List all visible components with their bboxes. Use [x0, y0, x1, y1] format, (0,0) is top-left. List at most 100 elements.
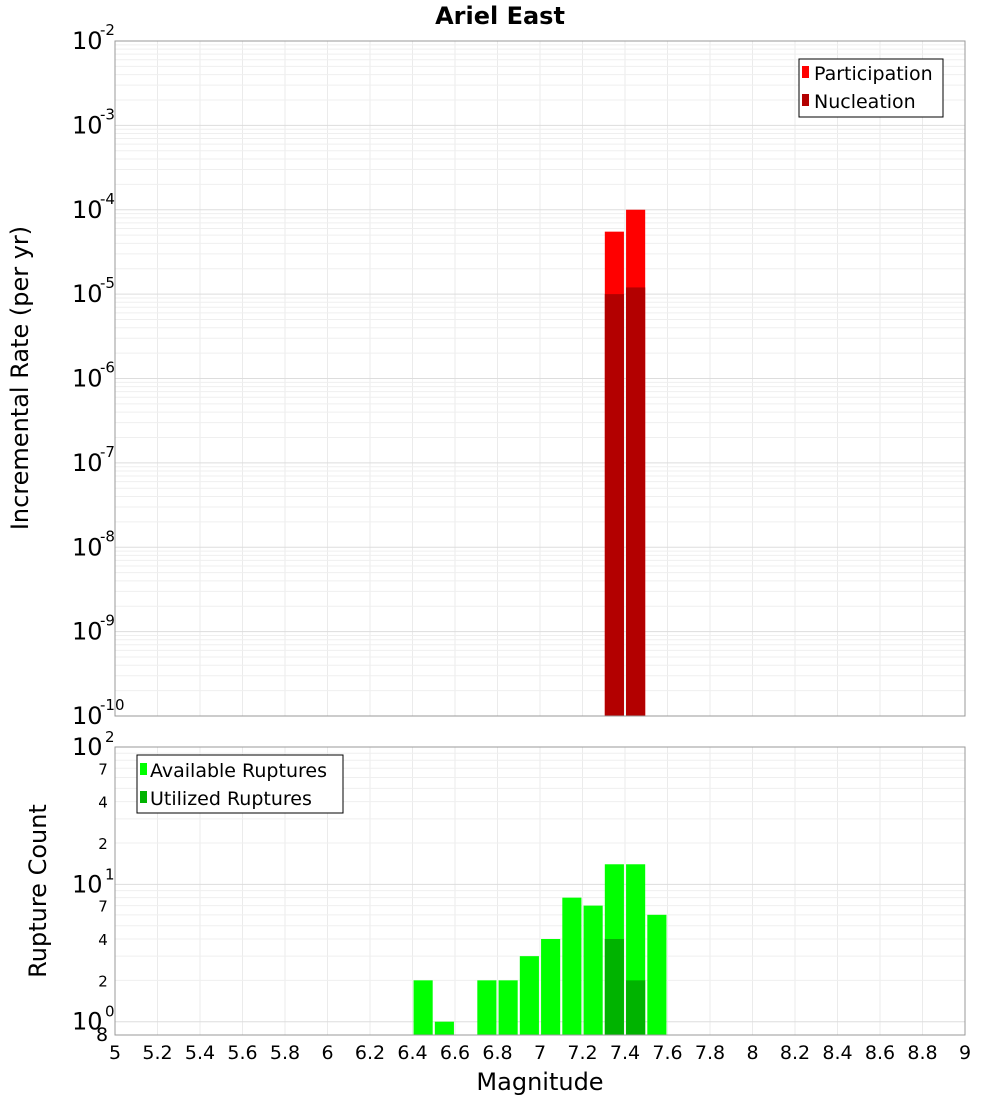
count-legend-box: [136, 754, 344, 814]
count-y-tick-base: 10: [72, 1008, 103, 1036]
rate-y-axis-label: Incremental Rate (per yr): [6, 226, 34, 530]
x-tick-label: 7.8: [695, 1042, 725, 1064]
rate-y-tick-base: 10: [72, 27, 103, 55]
rate-y-tick-base: 10: [72, 449, 103, 477]
rate-y-tick-label: 10-10: [72, 696, 125, 730]
x-tick-label: 6.2: [355, 1042, 385, 1064]
available-legend-swatch: [140, 763, 147, 775]
count-y-axis-label: Rupture Count: [24, 804, 52, 978]
rate-y-tick-base: 10: [72, 196, 103, 224]
x-ticks: 5 5.2 5.4 5.6 5.8 6 6.2 6.4 6.6 6.8 7 7.2 7.4 7.6 7.8 8…: [109, 1042, 971, 1064]
x-tick-label: 5.6: [227, 1042, 257, 1064]
x-tick-label: 6.8: [482, 1042, 512, 1064]
x-tick-label: 8.2: [780, 1042, 810, 1064]
rate-y-tick-exponent: -3: [100, 105, 115, 123]
x-tick-label: 8: [746, 1042, 758, 1064]
x-axis-label: Magnitude: [476, 1068, 603, 1096]
available-ruptures-bar: [434, 1021, 454, 1035]
rate-y-tick-base: 10: [72, 280, 103, 308]
rate-y-ticks: 10-210-310-410-510-610-710-810-910-10: [72, 21, 125, 730]
rate-y-tick-exponent: -2: [100, 21, 115, 39]
count-y-minor-tick-label: 7: [98, 898, 108, 916]
rate-y-tick-label: 10-5: [72, 274, 115, 308]
x-tick-label: 5.2: [142, 1042, 172, 1064]
nucleation-legend-label: Nucleation: [814, 91, 916, 113]
chart-title: Ariel East: [435, 2, 565, 30]
x-tick-label: 6.6: [440, 1042, 470, 1064]
available-ruptures-bar: [498, 980, 518, 1035]
x-tick-label: 9: [959, 1042, 971, 1064]
count-y-minor-tick-label: 2: [98, 972, 108, 990]
rate-y-tick-base: 10: [72, 618, 103, 646]
rate-y-tick-label: 10-2: [72, 21, 115, 55]
rate-bars: [604, 209, 646, 716]
available-ruptures-bar: [541, 939, 561, 1035]
available-ruptures-bar: [647, 914, 667, 1035]
utilized-ruptures-bar: [626, 980, 646, 1035]
available-ruptures-bar: [583, 905, 603, 1035]
count-legend: Available Ruptures Utilized Ruptures: [136, 754, 344, 814]
rate-y-tick-base: 10: [72, 702, 103, 730]
x-tick-label: 5.8: [270, 1042, 300, 1064]
rate-y-tick-label: 10-7: [72, 443, 115, 477]
count-y-major-tick-label: 10 0: [72, 1003, 115, 1036]
rate-legend: Participation Nucleation: [798, 58, 944, 118]
x-tick-label: 6: [321, 1042, 333, 1064]
rate-y-tick-exponent: -7: [100, 443, 115, 461]
rate-y-tick-label: 10-6: [72, 359, 115, 393]
rate-legend-box: [798, 58, 944, 118]
utilized-legend-swatch: [140, 791, 147, 803]
count-y-minor-tick-label: 4: [98, 794, 108, 812]
count-y-tick-exponent: 2: [105, 728, 115, 746]
available-ruptures-bar: [562, 897, 582, 1035]
rate-y-tick-exponent: -6: [100, 359, 115, 377]
count-plot-frame: [114, 746, 966, 1036]
x-tick-label: 5.4: [185, 1042, 215, 1064]
nucleation-bar: [626, 287, 646, 716]
available-legend-label: Available Ruptures: [150, 760, 327, 782]
rate-y-tick-exponent: -8: [100, 527, 115, 545]
count-y-tick-exponent: 0: [105, 1003, 115, 1021]
rate-y-tick-label: 10-4: [72, 190, 115, 224]
count-y-minor-tick-label: 8: [96, 1024, 108, 1046]
participation-legend-swatch: [802, 66, 809, 78]
utilized-legend-label: Utilized Ruptures: [150, 788, 312, 810]
rate-y-tick-label: 10-8: [72, 527, 115, 561]
rate-y-tick-exponent: -10: [100, 696, 125, 714]
rate-panel: 10-210-310-410-510-610-710-810-910-10 In…: [6, 21, 966, 730]
x-tick-label: 5: [109, 1042, 121, 1064]
utilized-ruptures-bar: [604, 939, 624, 1035]
participation-legend-label: Participation: [814, 63, 933, 85]
rate-y-tick-exponent: -4: [100, 190, 115, 208]
x-tick-label: 7.4: [610, 1042, 640, 1064]
x-tick-label: 8.6: [865, 1042, 895, 1064]
count-y-major-tick-label: 10 2: [72, 728, 115, 761]
count-y-major-tick-label: 10 1: [72, 865, 115, 898]
count-y-minor-tick-label: 2: [98, 835, 108, 853]
x-tick-label: 8.8: [907, 1042, 937, 1064]
x-tick-label: 7.6: [652, 1042, 682, 1064]
nucleation-legend-swatch: [802, 94, 809, 106]
rate-y-tick-exponent: -9: [100, 612, 115, 630]
rate-plot-frame: [114, 40, 966, 717]
rate-y-tick-exponent: -5: [100, 274, 115, 292]
count-y-tick-base: 10: [72, 870, 103, 898]
rate-grid: [115, 41, 966, 716]
rate-y-tick-base: 10: [72, 365, 103, 393]
rate-y-tick-label: 10-9: [72, 612, 115, 646]
available-ruptures-bar: [477, 980, 497, 1035]
count-y-minor-tick-label: 7: [98, 760, 108, 778]
rate-y-tick-label: 10-3: [72, 105, 115, 139]
count-y-tick-base: 10: [72, 733, 103, 761]
x-tick-label: 8.4: [822, 1042, 852, 1064]
count-y-minor-tick-label: 4: [98, 931, 108, 949]
count-y-tick-exponent: 1: [105, 865, 115, 883]
x-tick-label: 7.2: [567, 1042, 597, 1064]
rate-y-tick-base: 10: [72, 533, 103, 561]
nucleation-bar: [604, 294, 624, 716]
available-ruptures-bar: [413, 980, 433, 1035]
available-ruptures-bar: [519, 956, 539, 1035]
